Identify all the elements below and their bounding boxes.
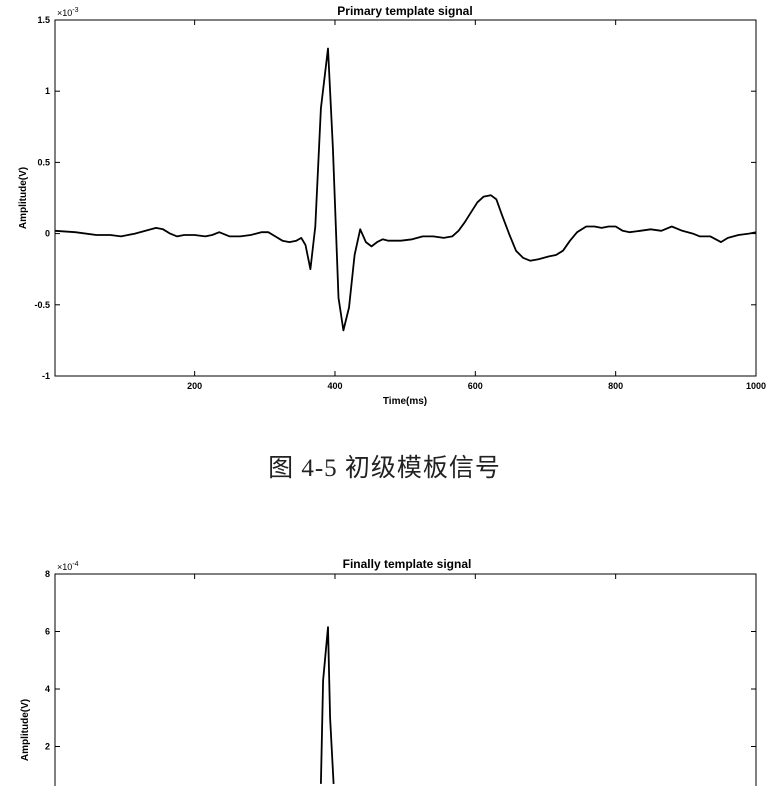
y-tick-label: 1	[45, 86, 50, 96]
x-tick-label: 1000	[746, 381, 766, 391]
y-tick-label: 0.5	[37, 157, 50, 167]
series-line	[54, 47, 757, 332]
y-tick-label: 4	[45, 684, 50, 694]
chart-title-1: Primary template signal	[337, 4, 472, 18]
y-tick-label: 8	[45, 569, 50, 579]
chart-title-2: Finally template signal	[343, 557, 472, 571]
y-tick-label: 1.5	[37, 15, 50, 25]
y-axis-label-1: Amplitude(V)	[18, 167, 29, 229]
x-tick-label: 800	[608, 381, 623, 391]
y-multiplier-2: ×10-4	[57, 561, 79, 572]
primary-template-chart: Primary template signal Time(ms) Amplitu…	[18, 4, 766, 407]
series-group-2	[320, 626, 335, 784]
y-tick-label: 0	[45, 229, 50, 239]
x-tick-label: 400	[327, 381, 342, 391]
plot-area-2	[54, 573, 757, 786]
y-tick-label: 6	[45, 627, 50, 637]
ticks-2: 2 4 6 8	[45, 569, 756, 752]
y-tick-label: 2	[45, 742, 50, 752]
x-tick-label: 600	[468, 381, 483, 391]
x-tick-label: 200	[187, 381, 202, 391]
plot-area-1	[54, 19, 757, 377]
y-tick-label: -1	[42, 371, 50, 381]
finally-template-chart: Finally template signal Amplitude(V) ×10…	[20, 557, 757, 786]
y-multiplier-1: ×10-3	[57, 7, 79, 18]
series-line	[320, 626, 335, 784]
figure-caption: 图 4-5 初级模板信号	[268, 455, 501, 482]
x-axis-label-1: Time(ms)	[383, 396, 427, 407]
y-axis-label-2: Amplitude(V)	[20, 699, 31, 761]
series-group-1	[54, 47, 757, 332]
y-tick-label: -0.5	[34, 300, 50, 310]
ticks-1: 200 400 600 800 1000 -1 -0.5 0 0.5 1 1.5	[34, 15, 766, 391]
